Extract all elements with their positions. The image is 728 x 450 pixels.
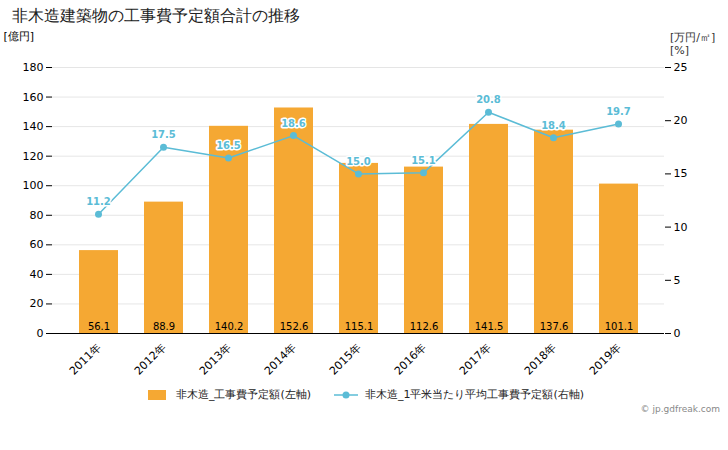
svg-text:2016年: 2016年 [392, 341, 429, 378]
svg-text:15.1: 15.1 [411, 155, 436, 166]
svg-text:152.6: 152.6 [280, 321, 309, 332]
html-text:非木造建築物の工事費予定額合計の推移: 非木造建築物の工事費予定額合計の推移 [12, 6, 300, 25]
svg-text:141.5: 141.5 [475, 321, 504, 332]
svg-text:15.0: 15.0 [346, 156, 371, 167]
svg-text:115.1: 115.1 [345, 321, 374, 332]
svg-text:5: 5 [674, 274, 681, 287]
svg-text:20: 20 [30, 297, 44, 310]
svg-text:101.1: 101.1 [605, 321, 634, 332]
svg-text:160: 160 [23, 91, 44, 104]
svg-text:0: 0 [37, 327, 44, 340]
svg-text:140: 140 [23, 120, 44, 133]
svg-text:17.5: 17.5 [151, 129, 176, 140]
svg-text:120: 120 [23, 150, 44, 163]
svg-text:20.8: 20.8 [476, 94, 501, 105]
svg-text:100: 100 [23, 179, 44, 192]
svg-text:56.1: 56.1 [88, 321, 110, 332]
svg-text:[億円]: [億円] [4, 30, 35, 43]
html-text:[万円/㎡]: [万円/㎡] [670, 31, 716, 44]
svg-text:2013年: 2013年 [197, 341, 234, 378]
svg-text:10: 10 [674, 221, 688, 234]
svg-text:88.9: 88.9 [153, 321, 175, 332]
svg-text:15: 15 [674, 167, 688, 180]
svg-text:16.5: 16.5 [216, 140, 241, 151]
svg-text:137.6: 137.6 [540, 321, 569, 332]
svg-text:0: 0 [674, 327, 681, 340]
svg-text:2011年: 2011年 [67, 341, 104, 378]
svg-text:2014年: 2014年 [262, 341, 299, 378]
svg-text:2018年: 2018年 [522, 341, 559, 378]
svg-text:11.2: 11.2 [86, 196, 111, 207]
svg-text:18.6: 18.6 [281, 118, 306, 129]
svg-text:2017年: 2017年 [457, 341, 494, 378]
svg-text:2019年: 2019年 [587, 341, 624, 378]
svg-text:40: 40 [30, 268, 44, 281]
svg-text:140.2: 140.2 [215, 321, 244, 332]
svg-text:20: 20 [674, 114, 688, 127]
html-text:非木造_1平米当たり平均工事費予定額(右軸): 非木造_1平米当たり平均工事費予定額(右軸) [365, 388, 585, 401]
svg-text:25: 25 [674, 61, 688, 74]
svg-text:180: 180 [23, 61, 44, 74]
html-text:© jp.gdfreak.com: © jp.gdfreak.com [640, 404, 720, 414]
svg-text:2012年: 2012年 [132, 341, 169, 378]
svg-text:60: 60 [30, 238, 44, 251]
svg-text:18.4: 18.4 [541, 120, 566, 131]
svg-text:19.7: 19.7 [606, 106, 631, 117]
svg-text:2015年: 2015年 [327, 341, 364, 378]
svg-text:112.6: 112.6 [410, 321, 439, 332]
html-text:非木造_工事費予定額(左軸): 非木造_工事費予定額(左軸) [175, 388, 311, 401]
svg-text:80: 80 [30, 209, 44, 222]
